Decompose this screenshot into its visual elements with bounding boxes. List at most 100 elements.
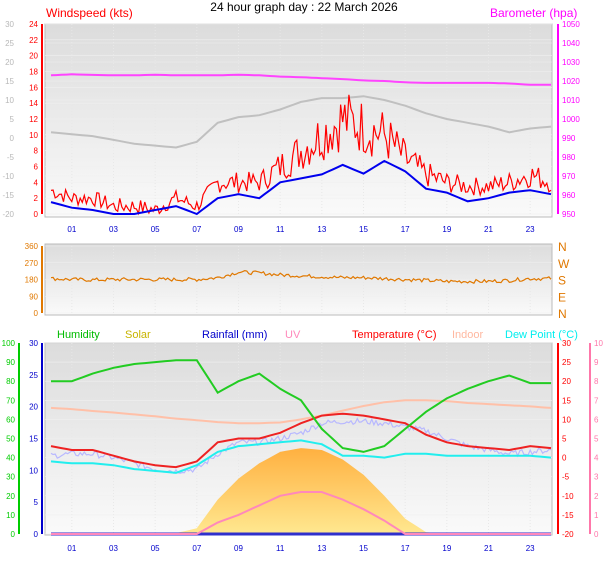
compass-label: S: [558, 274, 566, 288]
baro-tick-label: 1050: [562, 20, 580, 29]
hour-tick-label: 23: [526, 225, 535, 234]
dir-tick-label: 90: [29, 292, 38, 301]
temp-tick-label: -5: [562, 473, 570, 482]
wind-tick-label: 14: [29, 99, 38, 108]
temp-tick-label: -20: [562, 530, 574, 539]
chart-title: 24 hour graph day : 22 March 2026: [210, 0, 398, 14]
hour-tick-label: 17: [401, 225, 410, 234]
hour-tick-label: 17: [401, 544, 410, 553]
compass-label: W: [558, 257, 570, 271]
dir-tick-label: 180: [25, 276, 39, 285]
gray-tick-label: -20: [2, 210, 14, 219]
legend-item: Temperature (°C): [352, 329, 436, 341]
hour-tick-label: 23: [526, 544, 535, 553]
hour-tick-label: 11: [276, 225, 285, 234]
uv-tick-label: 8: [594, 377, 599, 386]
wind-tick-label: 16: [29, 83, 38, 92]
baro-tick-label: 960: [562, 191, 576, 200]
temp-tick-label: 30: [562, 339, 571, 348]
wind-tick-label: 8: [34, 147, 39, 156]
legend-item: UV: [285, 329, 301, 341]
wind-gust-series: [50, 94, 552, 216]
hour-tick-label: 03: [109, 544, 118, 553]
gray-tick-label: -5: [7, 153, 15, 162]
hour-tick-label: 01: [67, 544, 76, 553]
hour-tick-label: 13: [317, 544, 326, 553]
uv-tick-label: 3: [594, 473, 599, 482]
hum-tick-label: 100: [2, 339, 16, 348]
temp-tick-label: -15: [562, 511, 574, 520]
uv-tick-label: 4: [594, 454, 599, 463]
legend-item: Dew Point (°C): [505, 329, 578, 341]
hour-tick-label: 15: [359, 225, 368, 234]
hour-tick-label: 09: [234, 225, 243, 234]
baro-tick-label: 1010: [562, 96, 580, 105]
hour-tick-label: 05: [151, 544, 160, 553]
gray-tick-label: 0: [10, 134, 15, 143]
rain-tick-label: 15: [29, 435, 38, 444]
uv-tick-label: 7: [594, 396, 599, 405]
wind-plot-area: [44, 23, 553, 218]
hour-tick-label: 15: [359, 544, 368, 553]
compass-label: E: [558, 290, 566, 304]
baro-tick-label: 1040: [562, 39, 580, 48]
baro-tick-label: 970: [562, 172, 576, 181]
gray-tick-label: 20: [5, 58, 14, 67]
uv-tick-label: 10: [594, 339, 603, 348]
uv-series: [51, 491, 551, 535]
hour-tick-label: 09: [234, 544, 243, 553]
compass-label: N: [558, 307, 567, 321]
hum-tick-label: 50: [6, 435, 15, 444]
barometer-label: Barometer (hpa): [490, 6, 577, 20]
hum-tick-label: 60: [6, 415, 15, 424]
dew-point-series: [50, 439, 552, 474]
temp-tick-label: 10: [562, 415, 571, 424]
hour-tick-label: 21: [484, 225, 493, 234]
uv-tick-label: 5: [594, 435, 599, 444]
dir-tick-label: 270: [25, 259, 39, 268]
wind-tick-label: 10: [29, 131, 38, 140]
uv-tick-label: 6: [594, 415, 599, 424]
hour-tick-label: 19: [442, 544, 451, 553]
wind-tick-label: 0: [34, 210, 39, 219]
rain-tick-label: 0: [34, 530, 39, 539]
hum-tick-label: 30: [6, 473, 15, 482]
hour-tick-label: 13: [317, 225, 326, 234]
rain-tick-label: 25: [29, 371, 38, 380]
uv-tick-label: 2: [594, 492, 599, 501]
gray-tick-label: -15: [2, 191, 14, 200]
wind-tick-label: 4: [34, 178, 39, 187]
temp-tick-label: 20: [562, 377, 571, 386]
hour-tick-label: 01: [67, 225, 76, 234]
hour-tick-label: 07: [192, 225, 201, 234]
wind-tick-label: 24: [29, 20, 38, 29]
legend-item: Solar: [125, 329, 151, 341]
gray-tick-label: 30: [5, 20, 14, 29]
baro-tick-label: 980: [562, 153, 576, 162]
legend-item: Indoor: [452, 329, 484, 341]
hour-tick-label: 11: [276, 544, 285, 553]
humidity-series: [51, 359, 551, 453]
hour-tick-label: 05: [151, 225, 160, 234]
uv-tick-label: 1: [594, 511, 599, 520]
hour-tick-label: 19: [442, 225, 451, 234]
wind-tick-label: 2: [34, 194, 39, 203]
wind-tick-label: 6: [34, 163, 39, 172]
rain-tick-label: 5: [34, 498, 39, 507]
temp-tick-label: 15: [562, 396, 571, 405]
windspeed-label: Windspeed (kts): [46, 6, 133, 20]
temp-tick-label: -10: [562, 492, 574, 501]
barometer-series: [50, 73, 551, 86]
wind-direction-series: [50, 269, 552, 284]
legend-item: Humidity: [57, 329, 100, 341]
gray-tick-label: 15: [5, 77, 14, 86]
dir-tick-label: 360: [25, 242, 39, 251]
hour-tick-label: 03: [109, 225, 118, 234]
gray-tick-label: 10: [5, 96, 14, 105]
temperature-gray--series: [50, 95, 552, 149]
rain-tick-label: 30: [29, 339, 38, 348]
wind-tick-label: 12: [29, 115, 38, 124]
temp-tick-label: 0: [562, 454, 567, 463]
gray-tick-label: -10: [2, 172, 14, 181]
